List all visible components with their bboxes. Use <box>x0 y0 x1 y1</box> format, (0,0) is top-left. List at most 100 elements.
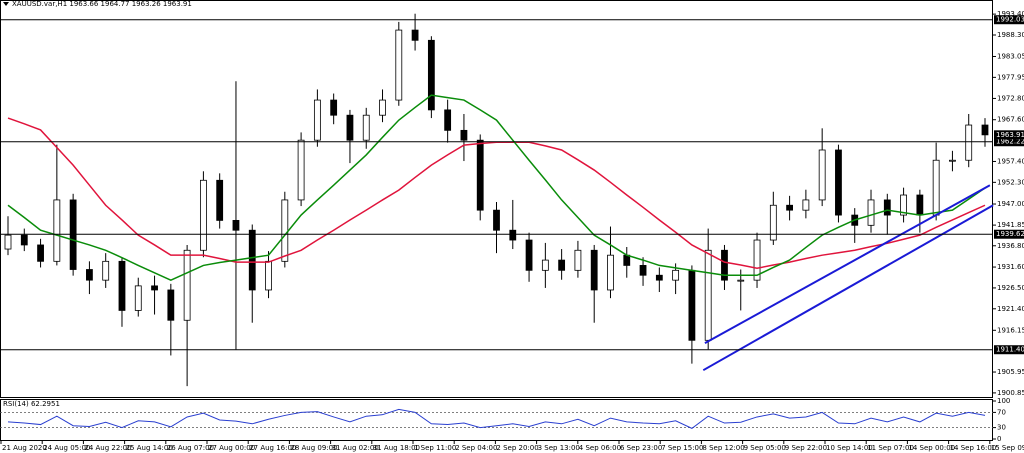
candle-body <box>883 199 891 216</box>
candle-body <box>786 204 793 211</box>
candle-body <box>916 194 924 216</box>
candle-body <box>476 139 484 211</box>
candle-body <box>183 249 191 321</box>
y-tick-label: 1936.80 <box>997 242 1024 250</box>
level-label: 1992.03 <box>996 16 1024 24</box>
y-tick-label: 1921.40 <box>997 305 1024 313</box>
y-tick-label: 1900.85 <box>997 389 1024 397</box>
candle-body <box>20 234 28 246</box>
x-tick-label: 9 Sep 05:00 <box>744 444 786 452</box>
x-tick-label: 3 Sep 13:00 <box>538 444 580 452</box>
candle-body <box>590 249 598 291</box>
candle-body <box>265 260 272 291</box>
x-tick-label: 11 Sep 07:00 <box>867 444 914 452</box>
x-tick-label: 31 Aug 02:00 <box>332 444 379 452</box>
y-tick-label: 1952.30 <box>997 178 1024 186</box>
candle-body <box>313 99 321 141</box>
level-label: 1911.40 <box>996 346 1024 354</box>
y-tick-label: 1916.15 <box>997 326 1024 334</box>
candle-body <box>216 179 224 221</box>
y-tick-label: 1941.85 <box>997 221 1024 229</box>
candle-body <box>655 274 663 281</box>
x-tick-label: 6 Sep 23:00 <box>620 444 662 452</box>
x-tick-label: 27 Aug 00:00 <box>208 444 255 452</box>
candle-body <box>525 239 533 271</box>
candle-body <box>151 285 158 291</box>
candle-body <box>330 99 338 116</box>
chart-title: XAUUSD.var,H1 1963.66 1964.77 1963.26 19… <box>12 0 192 8</box>
candle-body <box>558 259 566 271</box>
candle-body <box>199 179 207 251</box>
rsi-frame <box>0 399 993 441</box>
rsi-line <box>7 408 986 429</box>
x-tick-label: 24 Aug 22:00 <box>84 444 131 452</box>
rsi-tick-label: 100 <box>997 397 1010 405</box>
candle-body <box>37 244 44 262</box>
candle-body <box>574 249 582 271</box>
candle-body <box>949 159 956 162</box>
candle-body <box>835 149 842 216</box>
rsi-tick-label: 0 <box>997 435 1001 443</box>
moving-average <box>7 94 986 281</box>
y-tick-label: 1977.95 <box>997 73 1024 81</box>
candle-body <box>427 39 435 111</box>
x-tick-label: 9 Sep 22:00 <box>785 444 827 452</box>
x-tick-label: 26 Aug 07:00 <box>167 444 214 452</box>
x-tick-label: 2 Sep 20:00 <box>496 444 538 452</box>
y-tick-label: 1983.05 <box>997 52 1024 60</box>
y-tick-label: 1988.30 <box>997 31 1024 39</box>
plot-frame <box>0 0 993 398</box>
bid-label: 1963.91 <box>996 131 1024 139</box>
candle-body <box>769 204 777 241</box>
level-box <box>994 229 1024 239</box>
y-tick-label: 1993.40 <box>997 10 1024 18</box>
candle-body <box>932 159 940 216</box>
level-box <box>994 345 1024 355</box>
candle-body <box>395 29 403 101</box>
x-tick-label: 25 Aug 14:00 <box>126 444 173 452</box>
x-tick-label: 8 Sep 12:00 <box>702 444 744 452</box>
candle-body <box>721 249 728 281</box>
candle-body <box>53 199 61 262</box>
candle-body <box>281 199 289 262</box>
x-tick-label: 4 Sep 06:00 <box>579 444 621 452</box>
candle-body <box>704 249 712 341</box>
level-label: 1939.62 <box>996 230 1024 238</box>
rsi-tick-label: 30 <box>997 424 1006 432</box>
candle-body <box>118 260 126 311</box>
x-tick-label: 1 Sep 11:00 <box>414 444 456 452</box>
candle-body <box>232 219 240 231</box>
rsi-tick-label: 70 <box>997 408 1006 416</box>
candle-body <box>753 239 761 281</box>
x-tick-label: 24 Aug 05:00 <box>43 444 90 452</box>
candle-body <box>297 139 305 201</box>
candle-body <box>802 199 810 211</box>
candle-body <box>607 254 614 291</box>
x-tick-label: 15 Sep 09:00 <box>991 444 1024 452</box>
y-tick-label: 1957.40 <box>997 157 1024 165</box>
candle-body <box>900 194 907 216</box>
candle-body <box>444 109 452 131</box>
x-tick-label: 7 Sep 15:00 <box>661 444 703 452</box>
candle-body <box>362 114 370 141</box>
x-tick-label: 31 Aug 18:00 <box>373 444 420 452</box>
trendline <box>702 204 994 372</box>
rsi-label: RSI(14) 62.2951 <box>3 400 60 408</box>
candle-body <box>818 149 826 201</box>
y-tick-label: 1926.50 <box>997 284 1024 292</box>
candle-body <box>737 279 745 282</box>
candle-body <box>379 99 386 116</box>
x-tick-label: 21 Aug 2020 <box>2 444 47 452</box>
candle-body <box>541 259 549 271</box>
level-label: 1962.22 <box>996 138 1024 146</box>
level-box <box>994 137 1024 147</box>
level-box <box>994 15 1024 25</box>
x-tick-label: 27 Aug 16:00 <box>249 444 296 452</box>
candle-body <box>86 269 93 281</box>
candle-body <box>4 234 12 250</box>
candle-body <box>965 124 973 161</box>
x-tick-label: 28 Aug 09:00 <box>290 444 337 452</box>
x-tick-label: 14 Sep 16:00 <box>950 444 997 452</box>
y-tick-label: 1967.60 <box>997 116 1024 124</box>
